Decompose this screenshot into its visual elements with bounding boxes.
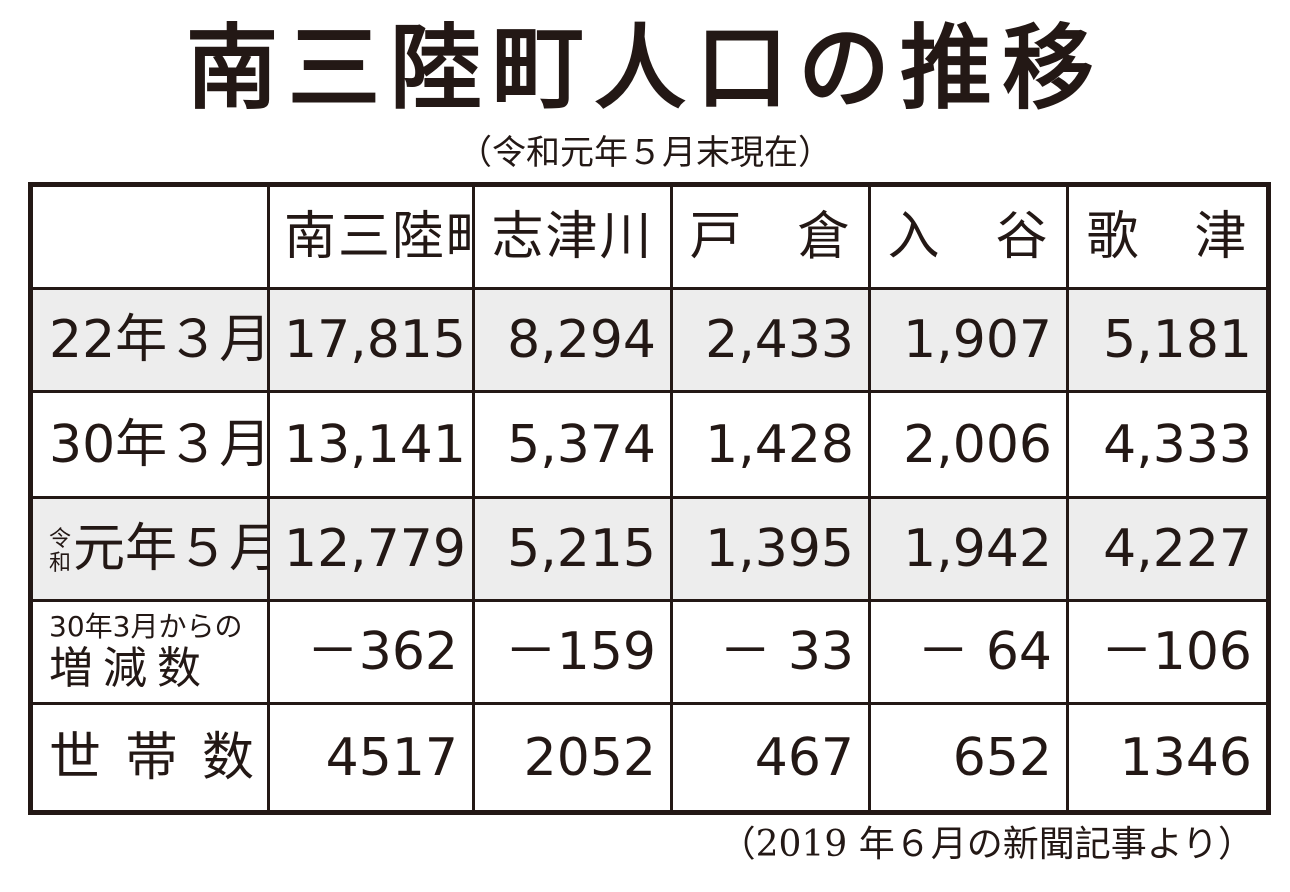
table-cell: －106 xyxy=(1066,599,1270,705)
table-cell: 8,294 xyxy=(472,287,673,393)
population-table: 南三陸町 志津川 戸 倉 入 谷 歌 津 22年３月 17,815 8,294 … xyxy=(28,182,1271,815)
table-cell: 467 xyxy=(670,702,871,814)
change-label-line2: 増減数 xyxy=(49,643,211,694)
table-cell: 4,227 xyxy=(1066,496,1270,602)
table-cell: 4,333 xyxy=(1066,390,1270,499)
table-cell: 5,374 xyxy=(472,390,673,499)
era-name-label: 令和 xyxy=(49,526,72,576)
table-row: 30年３月 13,141 5,374 1,428 2,006 4,333 xyxy=(29,390,1270,499)
table-cell: 5,215 xyxy=(472,496,673,602)
column-header: 志津川 xyxy=(472,183,673,290)
row-label: 30年3月からの 増減数 xyxy=(29,599,270,705)
table-cell: 1,428 xyxy=(670,390,871,499)
table-row: 令和元年５月 12,779 5,215 1,395 1,942 4,227 xyxy=(29,496,1270,602)
table-cell: 2052 xyxy=(472,702,673,814)
table-cell: 4517 xyxy=(267,702,475,814)
column-header: 入 谷 xyxy=(868,183,1069,290)
table-cell: － 33 xyxy=(670,599,871,705)
table-cell: 13,141 xyxy=(267,390,475,499)
table-cell: 2,433 xyxy=(670,287,871,393)
table-row: 22年３月 17,815 8,294 2,433 1,907 5,181 xyxy=(29,287,1270,393)
table-cell: 17,815 xyxy=(267,287,475,393)
table-cell: 1346 xyxy=(1066,702,1270,814)
column-header: 戸 倉 xyxy=(670,183,871,290)
column-header: 南三陸町 xyxy=(267,183,475,290)
row-label: 30年３月 xyxy=(29,390,270,499)
table-cell: －362 xyxy=(267,599,475,705)
row-label: 22年３月 xyxy=(29,287,270,393)
table-cell: 12,779 xyxy=(267,496,475,602)
table-cell: 652 xyxy=(868,702,1069,814)
table-cell: －159 xyxy=(472,599,673,705)
corner-cell xyxy=(29,183,270,290)
table-cell: － 64 xyxy=(868,599,1069,705)
column-header: 歌 津 xyxy=(1066,183,1270,290)
page-subtitle: （令和元年５月末現在） xyxy=(458,133,832,173)
page-title: 南三陸町人口の推移 xyxy=(185,15,1104,122)
table-cell: 1,942 xyxy=(868,496,1069,602)
row-label: 令和元年５月 xyxy=(29,496,270,602)
table-cell: 1,395 xyxy=(670,496,871,602)
change-label-line1: 30年3月からの xyxy=(49,610,243,643)
table-row: 世 帯 数 4517 2052 467 652 1346 xyxy=(29,702,1270,814)
table-row: 30年3月からの 増減数 －362 －159 － 33 － 64 －106 xyxy=(29,599,1270,705)
table-cell: 5,181 xyxy=(1066,287,1270,393)
source-note: （2019 年６月の新聞記事より） xyxy=(719,824,1254,865)
table-cell: 2,006 xyxy=(868,390,1069,499)
table-cell: 1,907 xyxy=(868,287,1069,393)
table-header-row: 南三陸町 志津川 戸 倉 入 谷 歌 津 xyxy=(29,183,1270,290)
row-label: 世 帯 数 xyxy=(29,702,270,814)
